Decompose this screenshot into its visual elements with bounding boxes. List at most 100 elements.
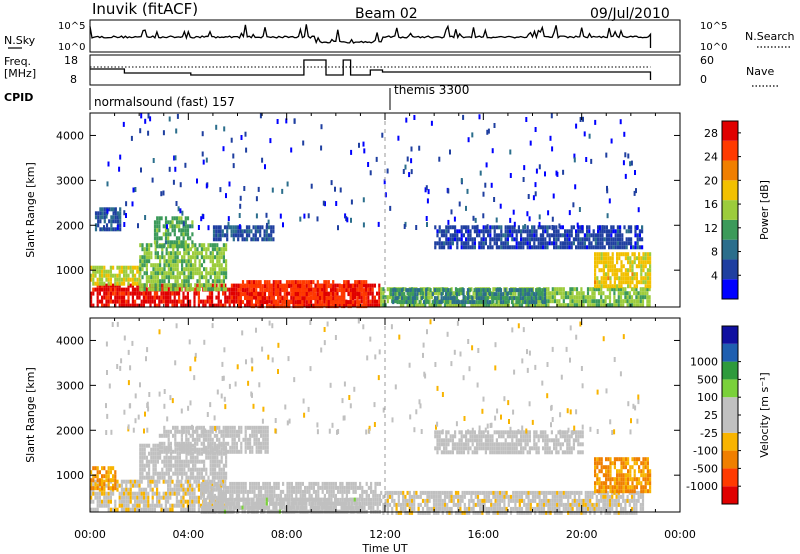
data-cell [120,295,123,300]
data-cell [148,279,151,284]
data-cell [225,193,227,199]
data-cell [481,303,484,308]
data-cell [640,256,643,261]
data-cell [252,501,255,506]
data-cell [143,283,146,288]
data-cell [400,288,404,293]
data-cell [230,283,233,288]
data-cell [568,245,571,250]
data-cell [596,260,599,265]
data-cell [125,491,128,496]
data-cell [191,224,194,229]
data-cell [301,489,304,494]
data-cell [289,505,293,510]
data-cell [171,240,174,245]
data-cell [175,224,179,229]
data-cell [474,303,477,308]
data-cell [629,260,632,265]
data-cell [288,489,291,494]
data-cell [403,292,406,297]
data-cell [500,237,503,242]
data-cell [343,288,346,293]
data-cell [506,245,509,250]
data-cell [448,299,451,304]
data-cell [462,300,465,305]
data-cell [489,229,492,234]
data-cell [114,215,117,220]
data-cell [605,280,608,285]
data-cell [174,251,177,256]
data-cell [472,291,475,296]
data-cell [619,225,622,230]
data-cell [421,295,425,300]
data-cell [205,275,208,280]
data-cell [567,291,570,296]
data-cell [304,493,307,498]
data-cell [127,499,130,504]
data-cell [535,233,538,238]
data-cell [165,449,168,454]
data-cell [358,295,361,300]
data-cell [265,497,268,502]
data-cell [233,481,236,486]
data-cell [220,255,223,260]
data-cell [618,280,621,285]
data-cell [101,478,104,483]
data-cell [266,283,269,288]
data-cell [543,292,547,297]
data-cell [218,475,221,480]
data-cell [504,300,507,305]
data-cell [178,441,181,446]
data-cell [294,300,297,305]
data-cell [601,229,604,234]
data-cell [185,287,188,292]
data-cell [159,279,162,284]
data-cell [182,228,185,233]
data-cell [198,467,201,472]
data-cell [351,303,354,308]
data-cell [256,237,260,242]
data-cell [627,280,630,285]
data-cell [154,471,157,476]
data-cell [641,237,644,242]
data-cell [449,241,452,246]
data-cell [203,475,206,480]
data-cell [136,281,139,286]
data-cell [573,299,576,304]
data-cell [182,495,185,500]
data-cell [285,284,289,289]
data-cell [156,499,159,504]
data-cell [575,295,579,300]
data-cell [134,507,137,512]
data-cell [228,497,231,502]
data-cell [624,268,627,273]
data-cell [145,263,148,268]
data-cell [169,495,172,500]
data-cell [215,303,218,308]
data-cell [123,265,126,270]
data-cell [491,300,494,305]
data-cell [410,303,414,308]
data-cell [123,281,126,286]
data-cell [125,269,128,274]
data-cell [213,481,216,486]
data-cell [259,292,262,297]
data-cell [268,284,271,289]
data-cell [526,241,529,246]
data-cell [323,493,326,498]
data-cell [209,243,212,248]
data-cell [497,292,500,297]
data-cell [141,287,144,292]
data-cell [629,161,632,167]
data-cell [334,292,337,297]
data-cell [472,303,475,308]
data-cell [449,237,452,242]
data-cell [131,281,134,286]
data-cell [167,287,170,292]
data-cell [186,499,189,504]
data-cell [566,245,569,250]
data-cell [622,276,625,281]
data-cell [431,300,434,305]
data-cell [191,244,194,249]
data-cell [208,299,211,304]
